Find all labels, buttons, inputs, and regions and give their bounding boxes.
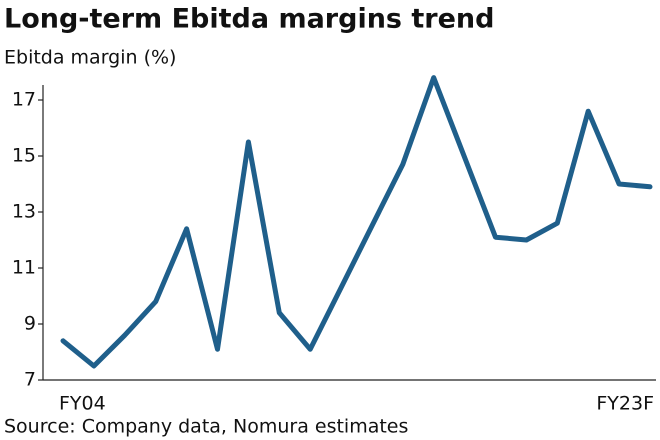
x-tick-label: FY04 xyxy=(59,393,106,415)
y-tick-label: 13 xyxy=(12,201,36,223)
y-tick-label: 9 xyxy=(24,313,36,335)
chart-title: Long-term Ebitda margins trend xyxy=(4,4,494,35)
data-line xyxy=(60,75,653,369)
y-tick-label: 17 xyxy=(12,89,36,111)
y-tick-label: 11 xyxy=(12,257,36,279)
source-note: Source: Company data, Nomura estimates xyxy=(4,416,408,438)
x-tick-label: FY23F xyxy=(596,393,654,415)
y-tick-label: 7 xyxy=(24,369,36,391)
y-tick-label: 15 xyxy=(12,145,36,167)
y-axis-label: Ebitda margin (%) xyxy=(4,47,176,69)
